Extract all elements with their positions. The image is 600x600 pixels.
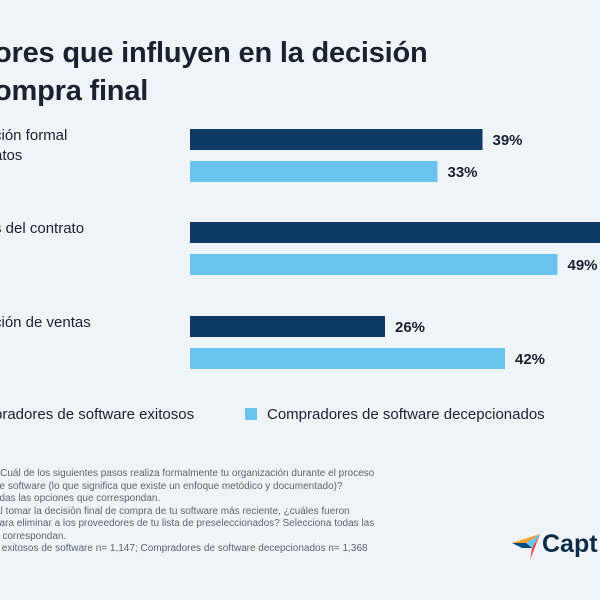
footnote-line: Al tomar la decisión final de compra de … [0,505,350,517]
data-label-series-1-category-1: 39% [493,132,523,149]
category-label-3: ción de ventas [0,314,91,331]
category-label-1-line-2: atos [0,147,23,164]
bar-series-2-category-3 [190,348,505,369]
bar-series-2-category-2 [190,254,558,275]
data-label-series-2-category-2: 49% [568,257,598,274]
footnote-line: ¿Cuál de los siguientes pasos realiza fo… [0,468,375,479]
category-label-1-line-1: ción formal [0,127,68,144]
logo-text: Capt [542,530,598,558]
bar-series-1-category-2 [190,222,600,243]
capterra-logo: Capt [510,530,598,562]
category-label-2: s del contrato [0,220,85,237]
footnote-line: s exitosos de software n= 1,147; Comprad… [0,543,368,554]
chart-title: ores que influyen en la decisión ompra f… [0,34,554,110]
legend-label-series-2: Compradores de software decepcionados [267,406,545,423]
legend-item-series-2: Compradores de software decepcionados [245,406,545,423]
data-label-series-2-category-1: 33% [448,164,478,181]
legend: pradores de software exitosos Compradore… [0,406,600,428]
data-label-series-1-category-3: 26% [395,319,425,336]
bar-series-1-category-1 [190,129,483,150]
title-line-1: ores que influyen en la decisión [0,37,428,69]
bar-series-1-category-3 [190,316,385,337]
footnote-line: odas las opciones que correspondan. [0,493,161,504]
bar-chart: 39% 26% 33% 49% 42% [190,129,600,369]
data-label-series-2-category-3: 42% [515,351,545,368]
bar-series-2-category-1 [190,161,438,182]
footnote-line: para eliminar a los proveedores de tu li… [0,518,375,529]
legend-item-series-1: pradores de software exitosos [0,406,194,423]
legend-label-series-1: pradores de software exitosos [0,406,195,423]
capterra-arrow-icon [512,534,540,560]
legend-swatch-series-2 [245,408,257,420]
footnote: ¿Cuál de los siguientes pasos realiza fo… [0,468,426,556]
title-line-2: ompra final [0,75,149,107]
footnote-line: e correspondan. [0,530,67,542]
category-label-1: ción formal atos [0,126,174,166]
footnote-line: de software (lo que significa que existe… [0,480,343,492]
